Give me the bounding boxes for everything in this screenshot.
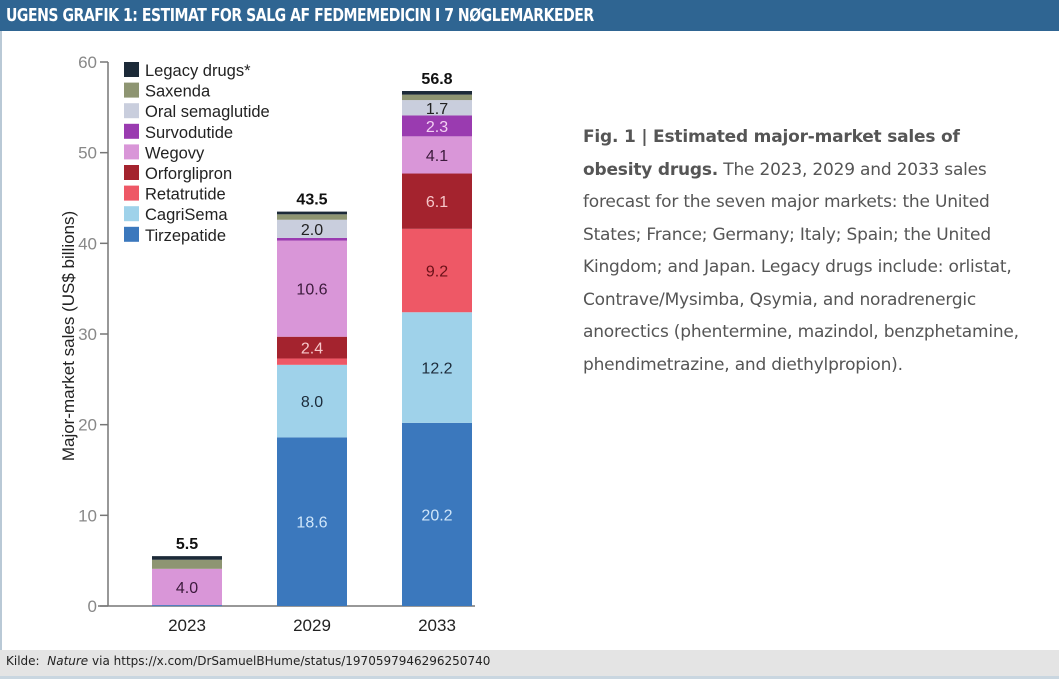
legend-swatch: [124, 165, 139, 180]
bar-segment-oral-semaglutide: [277, 219, 347, 238]
bar-segment-tirzepatide: [402, 422, 472, 606]
caption-title: Fig. 1 | Estimated major-market sales of…: [583, 127, 960, 180]
bar-segment-saxenda: [152, 559, 222, 569]
y-tick-label: 0: [88, 597, 97, 616]
legend-label: Survodutide: [145, 124, 233, 142]
bar-segment-orforglipron: [277, 336, 347, 359]
bar-data-label: 1.7: [426, 101, 448, 118]
bar-data-label: 18.6: [296, 515, 327, 532]
bar-segment-wegovy: [277, 240, 347, 337]
bar-data-label: 12.2: [421, 361, 452, 378]
bar-data-label: 9.2: [426, 264, 448, 281]
y-axis-label: Major-market sales (US$ billions): [59, 211, 78, 461]
legend-label: Tirzepatide: [145, 227, 226, 245]
y-tick-label: 40: [78, 234, 97, 253]
bar-segment-legacy-drugs: [277, 211, 347, 215]
bar-data-label: 4.1: [426, 148, 448, 165]
bar-segment-survodutide: [402, 115, 472, 137]
legend-label: Orforglipron: [145, 165, 232, 183]
footer-bar: Kilde: Nature via https://x.com/DrSamuel…: [0, 650, 1059, 679]
legend-label: Retatrutide: [145, 186, 226, 204]
bar-data-label: 10.6: [296, 282, 327, 299]
bar-total-label: 43.5: [296, 192, 327, 209]
bar-segment-retatrutide: [402, 228, 472, 313]
x-tick-label: 2029: [293, 616, 331, 635]
source-label: Kilde:: [6, 654, 40, 668]
x-tick-label: 2023: [168, 616, 206, 635]
legend-swatch: [124, 206, 139, 222]
bar-data-label: 2.0: [301, 222, 323, 239]
source-link[interactable]: via https://x.com/DrSamuelBHume/status/1…: [92, 654, 491, 668]
legend-label: Legacy drugs*: [145, 62, 251, 80]
bar-data-label: 2.3: [426, 119, 448, 136]
y-tick-label: 20: [78, 416, 97, 435]
bar-segment-wegovy: [152, 568, 222, 606]
bar-segment-saxenda: [402, 94, 472, 101]
legend-label: Wegovy: [145, 144, 205, 162]
figure-caption: Fig. 1 | Estimated major-market sales of…: [583, 121, 1023, 381]
bar-segment-tirzepatide: [277, 437, 347, 606]
bar-total-label: 5.5: [176, 536, 198, 553]
legend-swatch: [124, 62, 139, 77]
legend-label: CagriSema: [145, 206, 228, 224]
y-tick-label: 30: [78, 325, 97, 344]
bar-data-label: 4.0: [176, 580, 198, 597]
caption-text: The 2023, 2029 and 2033 sales forecast f…: [583, 159, 1019, 375]
bar-segment-saxenda: [277, 214, 347, 220]
frame-border: [0, 31, 2, 651]
bar-segment-cagrisema: [402, 312, 472, 423]
bar-data-label: 8.0: [301, 394, 323, 411]
source-credit: Kilde: Nature via https://x.com/DrSamuel…: [6, 654, 490, 668]
legend-label: Saxenda: [145, 83, 211, 101]
bar-segment-oral-semaglutide: [402, 100, 472, 116]
bar-segment-legacy-drugs: [402, 91, 472, 95]
source-name: Nature: [47, 654, 89, 668]
legend-swatch: [124, 103, 139, 119]
header-bar: UGENS GRAFIK 1: ESTIMAT FOR SALG AF FEDM…: [0, 0, 1059, 31]
bar-segment-orforglipron: [402, 173, 472, 229]
y-tick-label: 10: [78, 506, 97, 525]
bar-segment-retatrutide: [277, 358, 347, 365]
legend-swatch: [124, 82, 139, 98]
legend-swatch: [124, 185, 139, 201]
bar-data-label: 20.2: [421, 507, 452, 524]
bar-segment-tirzepatide: [152, 605, 222, 607]
legend-swatch: [124, 123, 139, 139]
y-tick-label: 50: [78, 144, 97, 163]
bar-data-label: 2.4: [301, 341, 323, 358]
page-title: UGENS GRAFIK 1: ESTIMAT FOR SALG AF FEDM…: [6, 5, 594, 26]
bar-segment-legacy-drugs: [152, 556, 222, 560]
legend-swatch: [124, 226, 139, 242]
stacked-bar-chart: 0 10 20 30 40 50 60 4.0 5.5 2023 18.6 8.0 2.4 10.6 2.…: [59, 53, 475, 635]
bar-total-label: 56.8: [421, 71, 452, 88]
x-tick-label: 2033: [418, 616, 456, 635]
bar-segment-cagrisema: [277, 364, 347, 438]
y-tick-label: 60: [78, 53, 97, 72]
bar-data-label: 6.1: [426, 194, 448, 211]
bar-segment-wegovy: [402, 136, 472, 174]
bar-segment-survodutide: [277, 237, 347, 241]
legend-label: Oral semaglutide: [145, 103, 270, 121]
legend-swatch: [124, 144, 139, 160]
